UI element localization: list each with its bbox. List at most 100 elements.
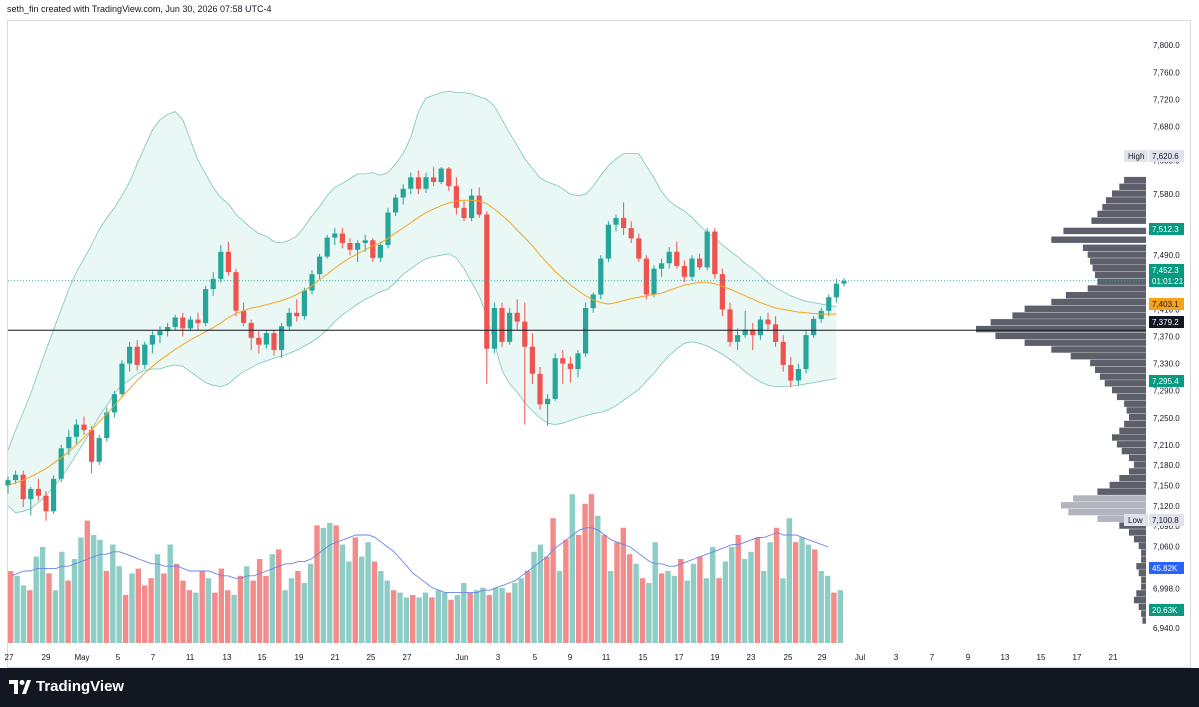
volume-bar: [250, 580, 256, 643]
volume-ma-line: [11, 527, 829, 594]
candle-body: [286, 312, 292, 327]
candlestick-chart[interactable]: 7,800.07,760.07,720.07,680.07,630.07,580…: [0, 0, 1199, 668]
volume-bar: [518, 578, 524, 643]
candle-body: [590, 294, 596, 309]
volume-profile-bar: [1124, 176, 1146, 184]
volume-bar: [461, 583, 467, 643]
volume-bar: [71, 559, 78, 643]
volume-profile-bar: [1082, 244, 1146, 251]
candle-body: [218, 251, 224, 279]
candle-body: [818, 310, 824, 319]
candle-body: [127, 346, 133, 364]
volume-bar: [148, 578, 154, 643]
volume-profile-bar: [1109, 481, 1146, 489]
x-tick-label: 11: [602, 653, 611, 662]
price-label-value: 7,379.2: [1152, 318, 1179, 327]
x-tick-label: 19: [295, 653, 304, 662]
volume-bar: [384, 580, 390, 643]
candle-body: [605, 224, 611, 259]
footer-bar: TradingView: [0, 668, 1199, 707]
volume-bar: [320, 527, 327, 643]
candle-body: [712, 231, 718, 275]
price-label-box: [1149, 298, 1184, 310]
candle-body: [499, 308, 505, 342]
volume-profile-bar: [1024, 305, 1146, 312]
volume-profile-bar: [1073, 495, 1146, 502]
volume-bar: [576, 535, 582, 643]
price-axis[interactable]: 7,800.07,760.07,720.07,680.07,630.07,580…: [1153, 41, 1180, 633]
candle-body: [833, 283, 839, 298]
volume-bar: [697, 556, 703, 643]
candle-body: [279, 326, 285, 350]
volume-bar: [199, 571, 205, 643]
volume-bar: [812, 549, 818, 643]
candle-body: [73, 424, 79, 437]
x-tick-label: 17: [675, 653, 684, 662]
y-tick-label: 7,330.0: [1153, 360, 1180, 369]
candle-body: [347, 243, 353, 250]
volume-bar: [173, 563, 180, 643]
volume-bar: [205, 578, 212, 643]
candle-body: [446, 168, 452, 187]
candle-body: [408, 177, 414, 189]
volume-bar: [556, 571, 563, 643]
volume-bar: [33, 556, 39, 643]
volume-profile-bar: [1112, 190, 1146, 197]
volume-bar: [448, 599, 454, 643]
volume-bar: [563, 539, 569, 643]
x-tick-label: 3: [496, 653, 501, 662]
volume-bar: [52, 590, 59, 643]
volume-bar: [729, 547, 735, 643]
candle-body: [598, 258, 604, 295]
volume-bar: [301, 583, 307, 643]
candle-body: [66, 436, 72, 449]
volume-bar: [633, 563, 639, 643]
volume-bar: [263, 575, 269, 643]
volume-profile-bar: [1129, 468, 1146, 475]
candle-body: [788, 365, 794, 381]
volume-profile-bar: [1116, 393, 1146, 401]
candle-body: [795, 369, 801, 381]
volume-bar: [684, 580, 690, 643]
volume-bar: [665, 571, 671, 643]
price-label-box: [1149, 223, 1184, 235]
volume-profile-bar: [1119, 475, 1146, 482]
candle-body: [628, 228, 634, 239]
chart-frame: [7, 20, 1191, 668]
price-label-box: [1149, 275, 1184, 287]
volume-bar: [333, 525, 339, 643]
volume-bar: [620, 527, 626, 643]
volume-profile-bar: [1133, 461, 1146, 468]
y-tick-label: 6,940.0: [1153, 624, 1180, 633]
volume-bar: [780, 578, 786, 643]
candle-body: [476, 195, 482, 215]
price-label-box: [1149, 514, 1184, 526]
price-label-tag: Low: [1128, 516, 1143, 525]
volume-bar: [773, 527, 780, 643]
time-axis[interactable]: 27 29 May 5 7 11 13 15 19 21 25 27 Jun 3 5 9 11 15 17 19 23 2…: [5, 653, 1118, 662]
price-label-box: [1149, 562, 1184, 574]
volume-profile-bar: [1141, 610, 1146, 617]
x-tick-label: 7: [930, 653, 935, 662]
x-tick-label: May: [74, 653, 89, 662]
candle-body: [529, 346, 535, 374]
volume-profile-bar: [1119, 427, 1146, 434]
volume-bar: [805, 544, 812, 643]
volume-profile-bar: [1068, 508, 1146, 516]
volume-bar: [607, 571, 614, 643]
volume-profile-bar: [1012, 312, 1146, 319]
volume-profile-bar: [1087, 251, 1146, 258]
tradingview-logo[interactable]: TradingView: [9, 678, 124, 695]
y-tick-label: 6,998.0: [1153, 585, 1180, 594]
volume-bar: [218, 568, 224, 643]
candle-body: [735, 335, 741, 342]
volume-profile-bar: [1063, 227, 1146, 235]
volume-profile-bar: [1141, 556, 1146, 563]
x-tick-label: 13: [1001, 653, 1010, 662]
volume-bar: [480, 587, 486, 643]
candle-body: [613, 217, 619, 225]
y-tick-label: 7,490.0: [1153, 251, 1180, 260]
moving-average-line: [7, 199, 837, 487]
volume-bar: [212, 592, 218, 643]
y-tick-label: 7,290.0: [1153, 387, 1180, 396]
